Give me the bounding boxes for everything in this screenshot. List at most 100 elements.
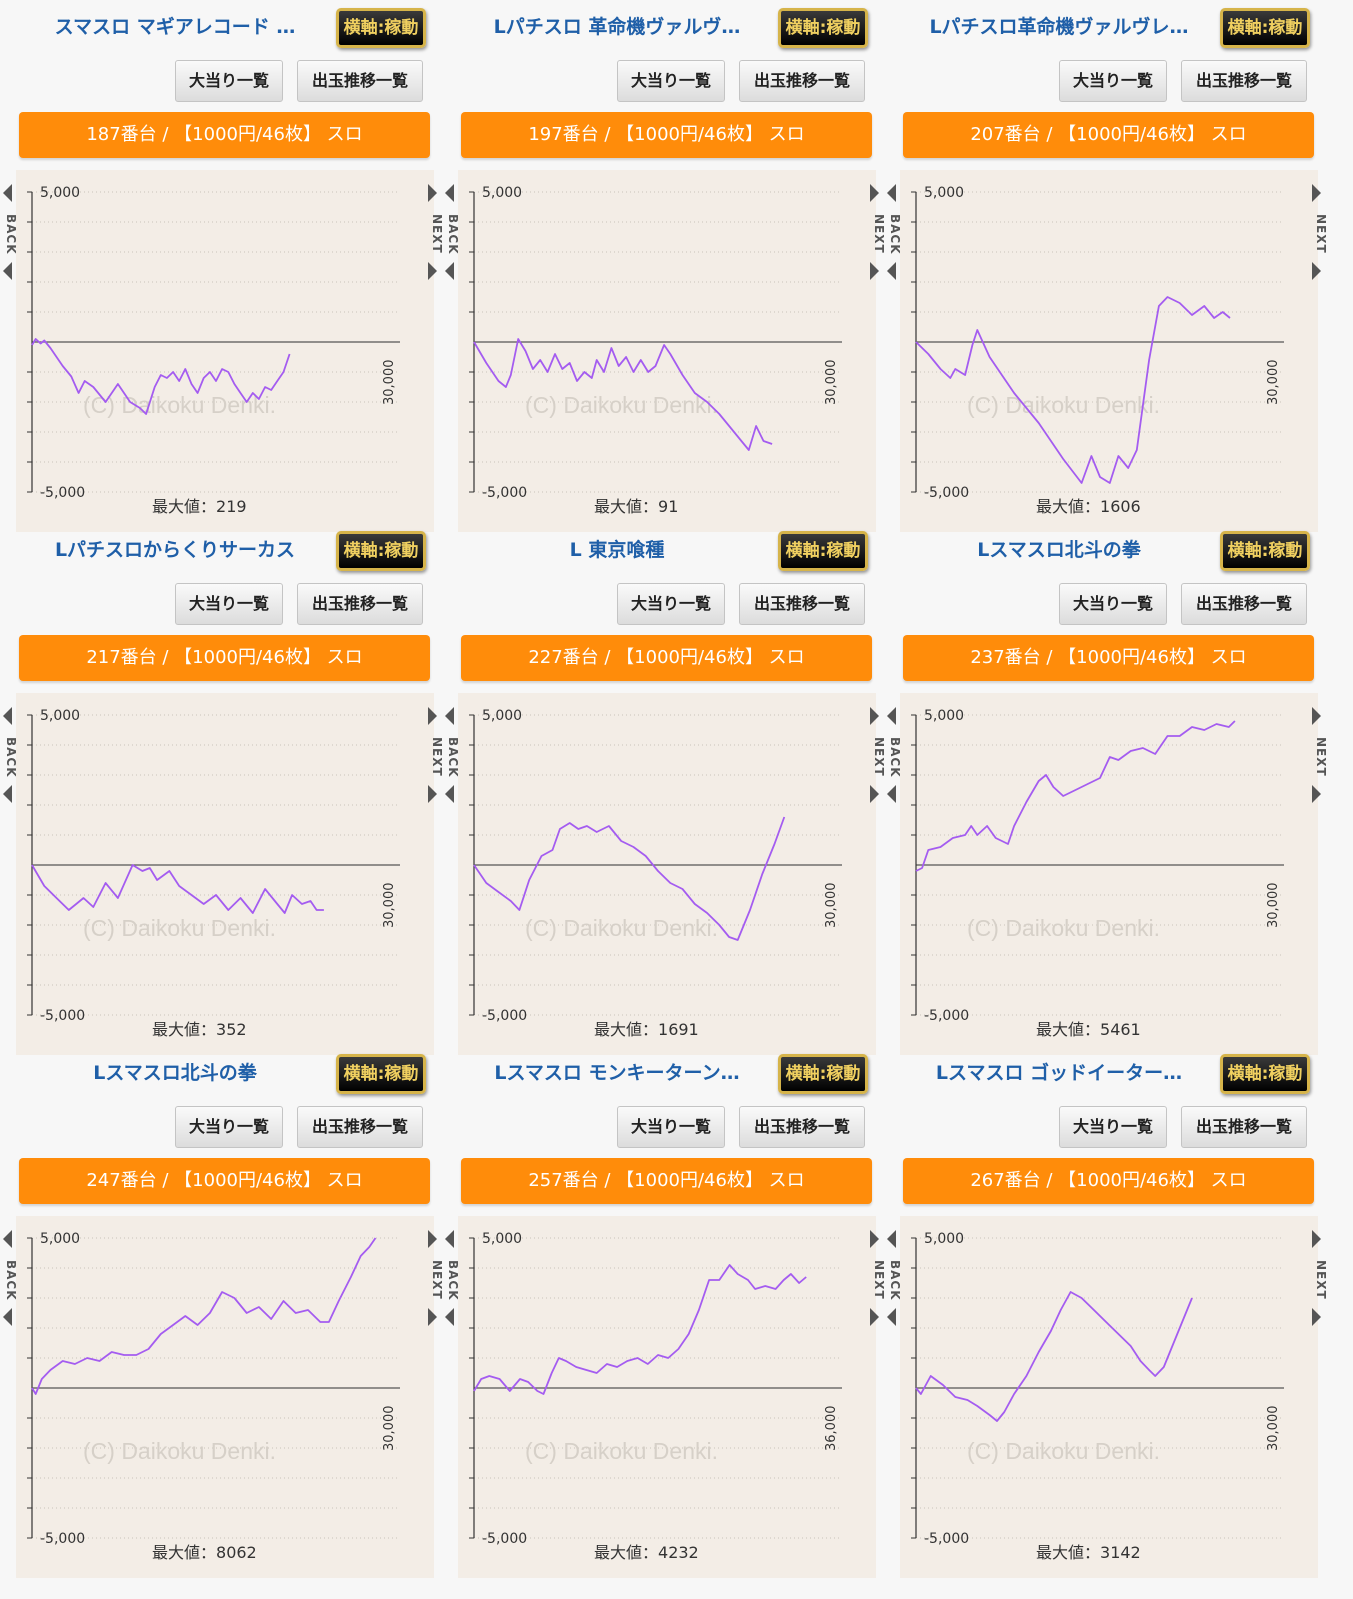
back-arrow-icon[interactable]	[887, 785, 896, 803]
back-arrow-icon[interactable]	[887, 262, 896, 280]
hits-list-button[interactable]: 大当り一覧	[1059, 60, 1167, 102]
next-arrow-icon[interactable]	[428, 785, 437, 803]
hits-list-button[interactable]: 大当り一覧	[617, 583, 725, 625]
back-arrow-icon[interactable]	[3, 1230, 12, 1248]
hits-list-button[interactable]: 大当り一覧	[1059, 1106, 1167, 1148]
hits-list-button[interactable]: 大当り一覧	[175, 60, 283, 102]
back-link[interactable]: BACK	[4, 214, 18, 255]
machine-number-bar[interactable]: 257番台 / 【1000円/46枚】 スロ	[461, 1158, 872, 1204]
next-link[interactable]: NEXT	[430, 214, 444, 254]
machine-title[interactable]: L 東京喰種	[569, 539, 665, 561]
back-link[interactable]: BACK	[446, 214, 460, 255]
machine-number-bar[interactable]: 237番台 / 【1000円/46枚】 スロ	[903, 635, 1314, 681]
trend-list-button[interactable]: 出玉推移一覧	[1181, 60, 1307, 102]
next-link[interactable]: NEXT	[872, 214, 886, 254]
back-arrow-icon[interactable]	[445, 785, 454, 803]
machine-panel: スマスロ マギアレコード … 横軸:稼動大当り一覧 出玉推移一覧 187番台 / 【1…	[0, 0, 451, 533]
hits-list-button[interactable]: 大当り一覧	[175, 1106, 283, 1148]
next-arrow-icon[interactable]	[1312, 1230, 1321, 1248]
machine-title[interactable]: Lパチスロからくりサーカス	[54, 539, 296, 561]
hits-list-button[interactable]: 大当り一覧	[617, 60, 725, 102]
axis-toggle-button[interactable]: 横軸:稼動	[336, 1054, 426, 1094]
next-arrow-icon[interactable]	[428, 1308, 437, 1326]
machine-number-bar[interactable]: 217番台 / 【1000円/46枚】 スロ	[19, 635, 430, 681]
back-link[interactable]: BACK	[4, 737, 18, 778]
machine-title[interactable]: スマスロ マギアレコード …	[54, 16, 296, 38]
back-arrow-icon[interactable]	[887, 1308, 896, 1326]
next-arrow-icon[interactable]	[870, 1230, 879, 1248]
trend-list-button[interactable]: 出玉推移一覧	[739, 60, 865, 102]
next-arrow-icon[interactable]	[1312, 785, 1321, 803]
machine-number-bar[interactable]: 247番台 / 【1000円/46枚】 スロ	[19, 1158, 430, 1204]
machine-number-bar[interactable]: 207番台 / 【1000円/46枚】 スロ	[903, 112, 1314, 158]
machine-number-bar[interactable]: 187番台 / 【1000円/46枚】 スロ	[19, 112, 430, 158]
trend-list-button[interactable]: 出玉推移一覧	[739, 583, 865, 625]
back-arrow-icon[interactable]	[445, 707, 454, 725]
back-arrow-icon[interactable]	[887, 707, 896, 725]
machine-number-bar[interactable]: 267番台 / 【1000円/46枚】 スロ	[903, 1158, 1314, 1204]
next-arrow-icon[interactable]	[870, 184, 879, 202]
machine-title[interactable]: Lパチスロ革命機ヴァルヴレ…	[929, 16, 1189, 38]
next-link[interactable]: NEXT	[872, 1260, 886, 1300]
machine-title[interactable]: Lスマスロ モンキーターン…	[494, 1062, 740, 1084]
back-link[interactable]: BACK	[446, 1260, 460, 1301]
next-arrow-icon[interactable]	[870, 262, 879, 280]
machine-number-bar[interactable]: 227番台 / 【1000円/46枚】 スロ	[461, 635, 872, 681]
axis-toggle-button[interactable]: 横軸:稼動	[1220, 1054, 1310, 1094]
machine-title[interactable]: Lスマスロ北斗の拳	[93, 1062, 257, 1084]
machine-title[interactable]: Lスマスロ ゴッドイーター…	[935, 1062, 1183, 1084]
trend-list-button[interactable]: 出玉推移一覧	[1181, 1106, 1307, 1148]
next-arrow-icon[interactable]	[870, 1308, 879, 1326]
axis-toggle-button[interactable]: 横軸:稼動	[336, 531, 426, 571]
back-arrow-icon[interactable]	[445, 1308, 454, 1326]
axis-toggle-button[interactable]: 横軸:稼動	[336, 8, 426, 48]
next-arrow-icon[interactable]	[428, 707, 437, 725]
back-arrow-icon[interactable]	[3, 184, 12, 202]
next-arrow-icon[interactable]	[1312, 184, 1321, 202]
trend-list-button[interactable]: 出玉推移一覧	[297, 583, 423, 625]
next-arrow-icon[interactable]	[428, 1230, 437, 1248]
back-arrow-icon[interactable]	[445, 1230, 454, 1248]
back-arrow-icon[interactable]	[887, 1230, 896, 1248]
machine-title[interactable]: Lパチスロ 革命機ヴァルヴ…	[493, 16, 741, 38]
next-arrow-icon[interactable]	[870, 707, 879, 725]
next-link[interactable]: NEXT	[1314, 737, 1328, 777]
next-arrow-icon[interactable]	[1312, 1308, 1321, 1326]
hits-list-button[interactable]: 大当り一覧	[175, 583, 283, 625]
axis-toggle-button[interactable]: 横軸:稼動	[778, 1054, 868, 1094]
next-link[interactable]: NEXT	[872, 737, 886, 777]
back-link[interactable]: BACK	[446, 737, 460, 778]
back-arrow-icon[interactable]	[3, 785, 12, 803]
back-arrow-icon[interactable]	[3, 1308, 12, 1326]
next-link[interactable]: NEXT	[1314, 214, 1328, 254]
trend-list-button[interactable]: 出玉推移一覧	[297, 60, 423, 102]
back-link[interactable]: BACK	[888, 1260, 902, 1301]
trend-list-button[interactable]: 出玉推移一覧	[297, 1106, 423, 1148]
back-arrow-icon[interactable]	[887, 184, 896, 202]
back-arrow-icon[interactable]	[445, 262, 454, 280]
next-arrow-icon[interactable]	[1312, 707, 1321, 725]
next-arrow-icon[interactable]	[1312, 262, 1321, 280]
trend-list-button[interactable]: 出玉推移一覧	[739, 1106, 865, 1148]
next-arrow-icon[interactable]	[428, 262, 437, 280]
machine-number-bar[interactable]: 197番台 / 【1000円/46枚】 スロ	[461, 112, 872, 158]
axis-toggle-button[interactable]: 横軸:稼動	[778, 8, 868, 48]
axis-toggle-button[interactable]: 横軸:稼動	[1220, 8, 1310, 48]
next-link[interactable]: NEXT	[430, 1260, 444, 1300]
axis-toggle-button[interactable]: 横軸:稼動	[778, 531, 868, 571]
back-arrow-icon[interactable]	[3, 707, 12, 725]
hits-list-button[interactable]: 大当り一覧	[1059, 583, 1167, 625]
next-arrow-icon[interactable]	[428, 184, 437, 202]
next-arrow-icon[interactable]	[870, 785, 879, 803]
trend-list-button[interactable]: 出玉推移一覧	[1181, 583, 1307, 625]
hits-list-button[interactable]: 大当り一覧	[617, 1106, 725, 1148]
back-link[interactable]: BACK	[4, 1260, 18, 1301]
machine-title[interactable]: Lスマスロ北斗の拳	[977, 539, 1141, 561]
back-arrow-icon[interactable]	[445, 184, 454, 202]
back-link[interactable]: BACK	[888, 214, 902, 255]
back-link[interactable]: BACK	[888, 737, 902, 778]
next-link[interactable]: NEXT	[430, 737, 444, 777]
back-arrow-icon[interactable]	[3, 262, 12, 280]
next-link[interactable]: NEXT	[1314, 1260, 1328, 1300]
axis-toggle-button[interactable]: 横軸:稼動	[1220, 531, 1310, 571]
